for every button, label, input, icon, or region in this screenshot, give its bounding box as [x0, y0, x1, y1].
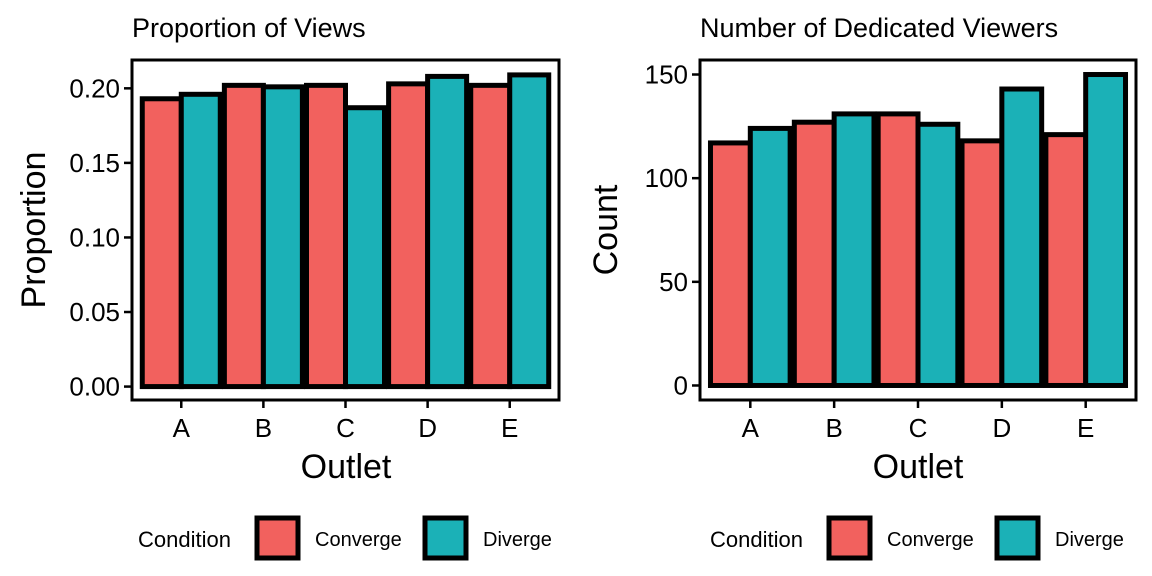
- bar-converge-d: [959, 138, 1005, 388]
- y-tick-label: 0.20: [69, 73, 120, 103]
- legend-swatch-converge: [826, 515, 873, 561]
- bar-diverge-b: [831, 111, 877, 388]
- bar-diverge-d: [425, 73, 470, 390]
- bar-converge-c: [875, 111, 921, 388]
- chart-title: Number of Dedicated Viewers: [700, 13, 1058, 43]
- bar-diverge-a: [747, 125, 793, 388]
- y-axis-title: Proportion: [15, 152, 53, 309]
- bar-converge-a: [139, 96, 184, 390]
- legend-swatch-diverge: [422, 515, 469, 561]
- y-tick-label: 0.15: [69, 148, 120, 178]
- x-axis-title: Outlet: [301, 448, 392, 486]
- chart-title: Proportion of Views: [132, 13, 366, 43]
- bar-diverge-e: [1083, 72, 1129, 388]
- legend: Condition Converge Diverge: [710, 515, 1124, 561]
- x-tick-label: C: [909, 413, 928, 443]
- x-tick-label: A: [173, 413, 191, 443]
- legend-label-diverge: Diverge: [1055, 529, 1124, 551]
- x-tick-label: A: [742, 413, 760, 443]
- bar-converge-e: [1043, 132, 1089, 388]
- plot-area: 0.00 0.05 0.10 0.15 0.20 A B C D E: [69, 58, 561, 443]
- x-tick-label: C: [336, 413, 355, 443]
- bar-diverge-b: [260, 84, 305, 390]
- x-tick-label: B: [825, 413, 842, 443]
- bar-diverge-c: [915, 121, 961, 388]
- x-axis-title: Outlet: [873, 448, 964, 486]
- chart-proportion-of-views: Proportion of Views Proportion Outlet 0.…: [15, 13, 561, 561]
- bar-converge-a: [707, 140, 753, 388]
- legend-title: Condition: [138, 527, 231, 552]
- legend-label-converge: Converge: [315, 529, 402, 551]
- bar-converge-c: [304, 82, 348, 390]
- bar-diverge-d: [999, 86, 1045, 388]
- x-tick-label: B: [255, 413, 272, 443]
- x-tick-label: D: [418, 413, 437, 443]
- legend-label-diverge: Diverge: [483, 529, 552, 551]
- legend: Condition Converge Diverge: [138, 515, 552, 561]
- y-tick-label: 0.10: [69, 222, 120, 252]
- legend-swatch-diverge: [994, 515, 1041, 561]
- bar-diverge-a: [178, 91, 223, 390]
- x-tick-label: E: [1077, 413, 1094, 443]
- bar-converge-e: [468, 82, 513, 390]
- bar-diverge-c: [343, 105, 387, 390]
- x-tick-label: E: [501, 413, 518, 443]
- y-axis-title: Count: [587, 184, 625, 275]
- y-tick-label: 0.05: [69, 297, 120, 327]
- legend-label-converge: Converge: [887, 529, 974, 551]
- legend-swatch-converge: [254, 515, 301, 561]
- plot-area: 0 50 100 150 A B C D E: [645, 58, 1138, 443]
- y-tick-label: 0: [674, 370, 688, 400]
- x-tick-label: D: [992, 413, 1011, 443]
- y-tick-label: 100: [645, 163, 688, 193]
- chart-number-of-dedicated-viewers: Number of Dedicated Viewers Count Outlet…: [587, 13, 1138, 561]
- bar-diverge-e: [507, 72, 552, 390]
- y-tick-label: 0.00: [69, 372, 120, 402]
- bar-converge-d: [386, 81, 431, 390]
- y-tick-label: 50: [659, 267, 688, 297]
- legend-title: Condition: [710, 527, 803, 552]
- bar-converge-b: [221, 82, 266, 390]
- y-tick-label: 150: [645, 60, 688, 90]
- bar-converge-b: [791, 119, 837, 388]
